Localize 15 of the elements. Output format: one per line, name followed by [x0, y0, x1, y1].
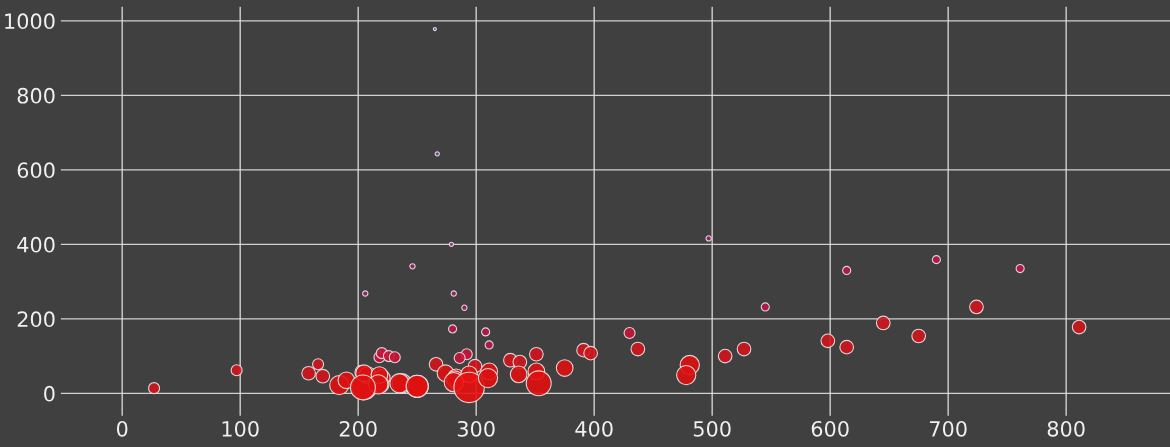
x-tick-label: 500	[693, 420, 731, 437]
x-tick-label: 0	[116, 420, 128, 437]
y-tick-label: 800	[17, 87, 55, 104]
x-tick-label: 200	[339, 420, 377, 437]
x-tick-label: 700	[929, 420, 967, 437]
y-tick-label: 0	[44, 385, 55, 402]
y-tick-label: 400	[17, 236, 55, 253]
x-tick-label: 600	[811, 420, 849, 437]
y-tick-label: 600	[17, 162, 55, 179]
y-tick-label: 1000	[5, 13, 55, 30]
x-tick-label: 300	[457, 420, 495, 437]
y-tick-label: 200	[17, 311, 55, 328]
x-tick-label: 100	[222, 420, 259, 437]
x-tick-label: 400	[575, 420, 613, 437]
x-tick-label: 800	[1047, 420, 1085, 437]
